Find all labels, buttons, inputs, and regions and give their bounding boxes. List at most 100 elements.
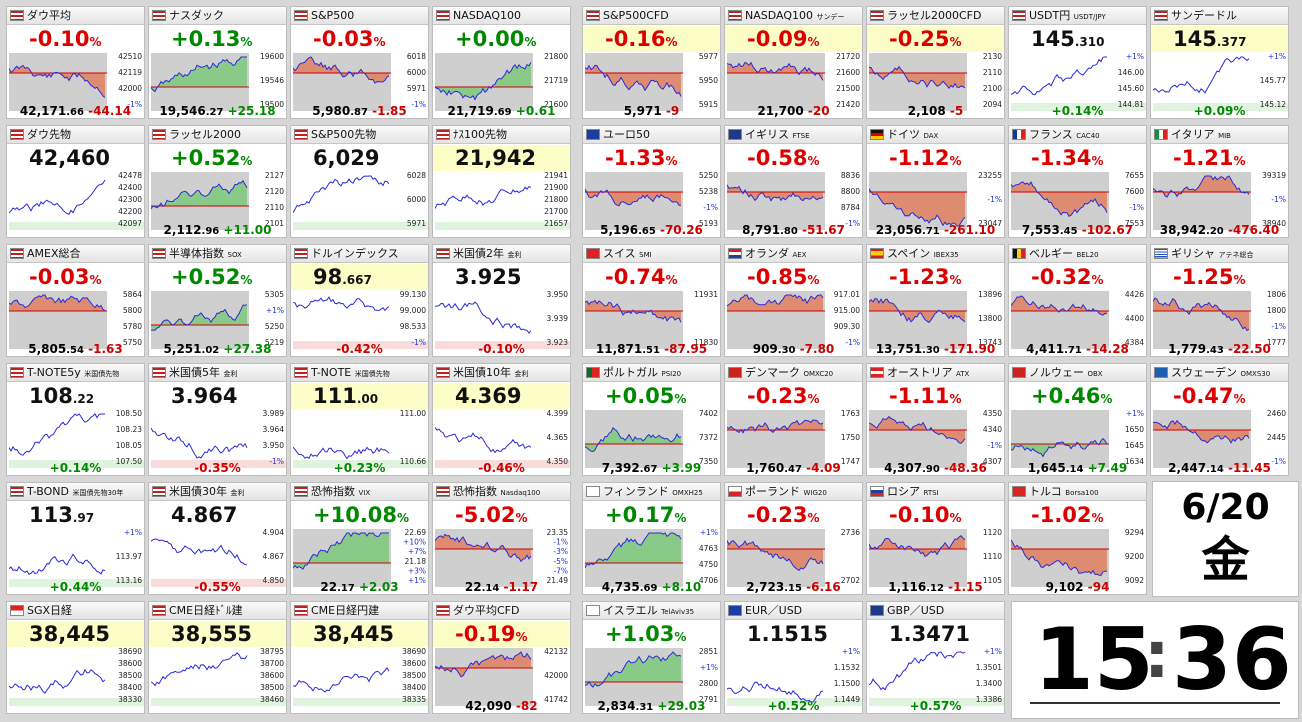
market-tile[interactable]: イタリア MIB -1.21% 39319 -1% 38940 38,942.20 -47… <box>1150 125 1289 238</box>
market-tile[interactable]: S&P500先物 6,029 6028 6000 5971 <box>290 125 429 238</box>
market-tile[interactable]: USDT円 USDT/JPY 145.310 +1% 146.00 145.60 144.… <box>1008 6 1147 119</box>
market-tile[interactable]: フランス CAC40 -1.34% 7655 7600 -1% 7553 7,553.45 … <box>1008 125 1147 238</box>
last-price: 5,196 <box>600 223 639 237</box>
change-percent-footer: -0.10% <box>478 342 525 356</box>
tile-footer: +0.57% <box>867 699 1004 713</box>
chart-background <box>1011 291 1109 349</box>
market-tile[interactable]: ロシア RTSI -0.10% 1120 1110 1105 1,116.12 -1.15 <box>866 482 1005 595</box>
market-tile[interactable]: 米国債10年 金利 4.369 4.399 4.365 4.350 -0.46% <box>432 363 571 476</box>
market-tile[interactable]: 米国債30年 金利 4.867 4.904 4.867 4.850 -0.55% <box>148 482 287 595</box>
tile-footer: 7,392.67 +3.99 <box>583 461 720 475</box>
last-price-decimals: .02 <box>201 345 220 356</box>
market-tile[interactable]: EUR／USD 1.1515 +1% 1.1532 1.1500 1.1449 +0.52% <box>724 601 863 714</box>
tile-footer: 2,834.31 +29.03 <box>583 699 720 713</box>
market-tile[interactable]: NASDAQ100 +0.00% 21800 21719 21600 21,719.69 … <box>432 6 571 119</box>
market-tile[interactable]: ベルギー BEL20 -0.32% 4426 4400 4384 4,411.71 -14… <box>1008 244 1147 357</box>
tile-title: CME日経ﾄﾞﾙ建 <box>169 604 243 617</box>
market-tile[interactable]: オーストリア ATX -1.11% 4350 4340 -1% 4307 4,307.90 … <box>866 363 1005 476</box>
market-tile[interactable]: ドイツ DAX -1.12% 23255 -1% 23047 23,056.71 -261… <box>866 125 1005 238</box>
tile-title: イスラエル <box>603 604 658 617</box>
axis-label: 38460 <box>260 695 284 704</box>
market-tile[interactable]: ドルインデックス 98.667 99.130 99.000 98.533 -1% -0.42… <box>290 244 429 357</box>
market-tile[interactable]: サンデードル 145.377 +1% 145.77 145.12 +0.09% <box>1150 6 1289 119</box>
market-tile[interactable]: T-NOTE 米国債先物 111.00 111.00 110.66 +0.23% <box>290 363 429 476</box>
market-tile[interactable]: ラッセル2000 +0.52% 2127 2120 2110 2101 2,112.96 +… <box>148 125 287 238</box>
chart-area <box>727 62 823 81</box>
market-tile[interactable]: T-BOND 米国債先物30年 113.97 +1% 113.97 113.16 +0.4… <box>6 482 145 595</box>
tile-name: ロシア RTSI <box>887 484 939 501</box>
market-tile[interactable]: S&P500CFD -0.16% 5977 5950 5915 5,971 -9 <box>582 6 721 119</box>
market-tile[interactable]: ユーロ50 -1.33% 5250 5238 -1% 5193 5,196.65 -70.2… <box>582 125 721 238</box>
axis-label: 1763 <box>841 410 860 418</box>
market-tile[interactable]: GBP／USD 1.3471 +1% 1.3501 1.3400 1.3386 +0.57% <box>866 601 1005 714</box>
price-line <box>1011 56 1107 96</box>
change-percent: -0.47 <box>1173 384 1234 408</box>
sparkline-chart: 38690 38600 38500 38400 38330 <box>9 648 144 706</box>
market-tile[interactable]: CME日経円建 38,445 38690 38600 38500 38400 38335 <box>290 601 429 714</box>
tile-headline: -1.33% <box>583 145 720 171</box>
tile-title: ドイツ <box>887 128 920 141</box>
market-tile[interactable]: ダウ平均 -0.10% 42510 42119 42000 -1% 42,171.66 -4… <box>6 6 145 119</box>
market-tile[interactable]: 米国債5年 金利 3.964 3.989 3.964 3.950 -1% -0.35% <box>148 363 287 476</box>
market-tile[interactable]: NASDAQ100 サンデー -0.09% 21720 21600 21500 21420… <box>724 6 863 119</box>
axis-label: 11830 <box>694 338 718 347</box>
market-tile[interactable]: トルコ Borsa100 -1.02% 9294 9200 9092 9,102 -94 <box>1008 482 1147 595</box>
axis-label: 21800 <box>544 53 568 61</box>
axis-label: 144.81 <box>1118 100 1144 109</box>
market-tile[interactable]: ﾅｽ100先物 21,942 21941 21900 21800 21700 21657 <box>432 125 571 238</box>
flag-icon <box>728 10 742 21</box>
market-tile[interactable]: フィンランド OMXH25 +0.17% +1% 4763 4750 4706 4,735.… <box>582 482 721 595</box>
axis-label: 9092 <box>1125 576 1144 585</box>
market-tile[interactable]: ノルウェー OBX +0.46% +1% 1650 1645 1634 1,645.14 +… <box>1008 363 1147 476</box>
axis-label: 38335 <box>402 695 426 704</box>
sparkline-chart: 23.35-1%-3%-5%-7%21.49 <box>435 529 568 587</box>
market-tile[interactable]: ポルトガル PSI20 +0.05% 7402 7372 7350 7,392.67 +3… <box>582 363 721 476</box>
market-tile[interactable]: T-NOTE5y 米国債先物 108.22 108.50 108.23 108.05 10… <box>6 363 145 476</box>
axis-label: 5915 <box>699 100 718 109</box>
market-tile[interactable]: ダウ平均CFD -0.19% 42132 42000 41742 42,090 -82 <box>432 601 571 714</box>
sparkline-chart: 4.904 4.867 4.850 <box>151 529 286 587</box>
market-tile[interactable]: スペイン IBEX35 -1.23% 13896 13800 13743 13,751.3… <box>866 244 1005 357</box>
price-change: -87.95 <box>664 342 708 356</box>
market-tile[interactable]: 半導体指数 SOX +0.52% 5305 +1% 5250 5219 5,251.02 +… <box>148 244 287 357</box>
tile-header: スイス SMI <box>583 245 720 263</box>
sparkline-chart: 11931 11830 <box>585 291 718 349</box>
market-tile[interactable]: ポーランド WIG20 -0.23% 2736 2702 2,723.15 -6.16 <box>724 482 863 595</box>
market-tile[interactable]: イスラエル TelAviv35 +1.03% 2851 +1% 2800 2791 2,83… <box>582 601 721 714</box>
axis-label: 4.365 <box>547 433 569 442</box>
market-tile[interactable]: デンマーク OMXC20 -0.23% 1763 1750 1747 1,760.47 -… <box>724 363 863 476</box>
tile-name: ラッセル2000 <box>169 127 241 142</box>
flag-icon <box>10 367 24 378</box>
market-tile[interactable]: S&P500 -0.03% 6018 6000 5971 -1% 5,980.87 -1.8… <box>290 6 429 119</box>
market-tile[interactable]: ダウ先物 42,460 42478 42400 42300 42200 42097 <box>6 125 145 238</box>
market-tile[interactable]: ラッセル2000CFD -0.25% 2130 2110 2100 2094 2,108 -… <box>866 6 1005 119</box>
tile-header: CME日経円建 <box>291 602 428 620</box>
market-tile[interactable]: スイス SMI -0.74% 11931 11830 11,871.51 -87.95 <box>582 244 721 357</box>
market-tile[interactable]: 米国債2年 金利 3.925 3.950 3.939 3.923 -0.10% <box>432 244 571 357</box>
tile-header: フィンランド OMXH25 <box>583 483 720 501</box>
percent-sign: % <box>949 273 962 287</box>
market-tile[interactable]: SGX日経 38,445 38690 38600 38500 38400 38330 <box>6 601 145 714</box>
last-price: 7,392 <box>601 461 640 475</box>
market-tile[interactable]: AMEX総合 -0.03% 5864 5800 5780 5750 5,805.54 -1.… <box>6 244 145 357</box>
axis-label: 5780 <box>123 322 142 331</box>
tile-headline: +0.05% <box>583 383 720 409</box>
sparkline-chart: +1% 4763 4750 4706 <box>585 529 718 587</box>
tile-name: S&P500先物 <box>311 127 376 142</box>
market-tile[interactable]: ギリシャ アテネ総合 -1.25% 1806 1800 -1% 1777 1,779.43 … <box>1150 244 1289 357</box>
price-change: -70.26 <box>659 223 703 237</box>
market-tile[interactable]: スウェーデン OMXS30 -0.47% 2460 2445 -1% 2,447.14 -… <box>1150 363 1289 476</box>
change-percent: -1.33 <box>605 146 666 170</box>
tile-headline: -1.02% <box>1009 502 1146 528</box>
tile-footer: 42,171.66 -44.14 <box>7 104 144 118</box>
price-line <box>727 61 824 81</box>
market-tile[interactable]: ナスダック +0.13% 19600 19546 19500 19,546.27 +25.… <box>148 6 287 119</box>
tile-subtitle: OBX <box>1087 370 1103 378</box>
market-tile[interactable]: 恐怖指数 VIX +10.08% 22.69 +10% +7% 21.18 +3% +1% 22… <box>290 482 429 595</box>
market-tile[interactable]: オランダ AEX -0.85% 917.01 915.00 909.30 -1% 909.3… <box>724 244 863 357</box>
market-tile[interactable]: イギリス FTSE -0.58% 8836 8800 8784 -1% 8,791.80 -… <box>724 125 863 238</box>
market-tile[interactable]: CME日経ﾄﾞﾙ建 38,555 38795 38700 38600 38500 38460 <box>148 601 287 714</box>
market-tile[interactable]: 恐怖指数 Nasdaq100 -5.02% 23.35 -1% -3% -5% -7% 21.… <box>432 482 571 595</box>
chart-background <box>151 410 249 468</box>
tile-footer: 9,102 -94 <box>1009 580 1146 594</box>
